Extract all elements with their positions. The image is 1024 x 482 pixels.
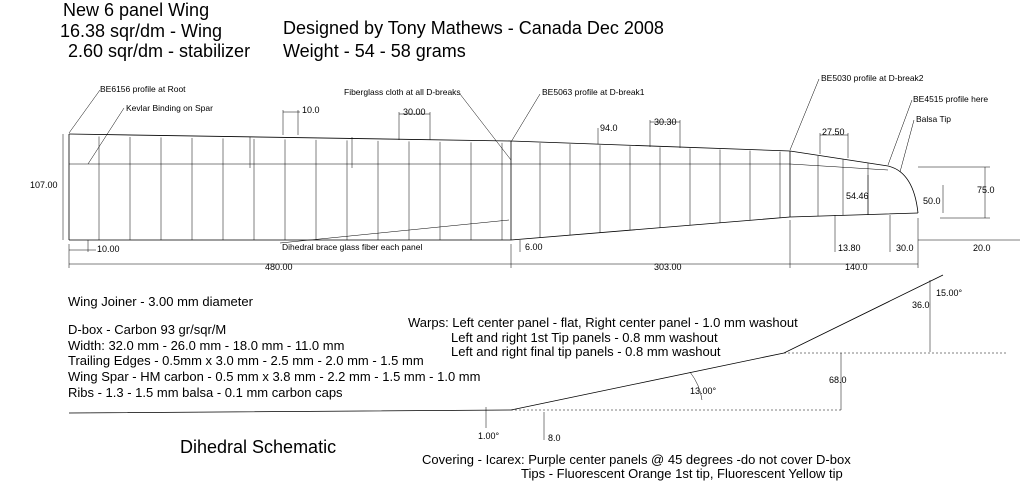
dihedral-rise-mid: 68.0 <box>829 375 847 385</box>
balsa-tip-callout: Balsa Tip <box>916 114 951 124</box>
trailing-edge <box>69 212 919 241</box>
dbreak1-callout: BE5063 profile at D-break1 <box>542 87 645 97</box>
span-303: 303.00 <box>654 262 682 272</box>
dim-20: 20.0 <box>973 243 991 253</box>
tip-profile-callout: BE4515 profile here <box>913 94 989 104</box>
spec-dbox: D-box - Carbon 93 gr/sqr/M <box>68 322 227 337</box>
spec-joiner: Wing Joiner - 3.00 mm diameter <box>68 294 253 309</box>
dihedral-angle-tip: 15.00° <box>936 288 963 298</box>
dim-50: 50.0 <box>923 196 941 206</box>
spec-ribs: Ribs - 1.3 - 1.5 mm balsa - 0.1 mm carbo… <box>68 385 343 400</box>
dim-30-tip: 30.0 <box>896 243 914 253</box>
covering-line2: Tips - Fluorescent Orange 1st tip, Fluor… <box>521 466 843 481</box>
kevlar-callout: Kevlar Binding on Spar <box>126 103 213 113</box>
dim-6: 6.00 <box>525 242 543 252</box>
spec-width: Width: 32.0 mm - 26.0 mm - 18.0 mm - 11.… <box>68 338 345 353</box>
dim-54-46: 54.46 <box>846 191 869 201</box>
dim-10-root: 10.00 <box>97 244 120 254</box>
dim-94: 94.0 <box>600 123 618 133</box>
warps-line2: Left and right 1st Tip panels - 0.8 mm w… <box>451 330 718 345</box>
stabilizer-area: 2.60 sqr/dm - stabilizer <box>68 41 251 61</box>
leading-edge <box>68 133 919 214</box>
designer-credit: Designed by Tony Mathews - Canada Dec 20… <box>283 18 664 38</box>
dihedral-rise-tip: 36.0 <box>912 300 930 310</box>
dihedral-rise-center: 8.0 <box>548 433 561 443</box>
dim-30-3: 30.30 <box>654 117 677 127</box>
dihedral-angle-center: 1.00° <box>478 431 500 441</box>
weight: Weight - 54 - 58 grams <box>283 41 466 61</box>
spec-spar: Wing Spar - HM carbon - 0.5 mm x 3.8 mm … <box>68 369 481 384</box>
fiberglass-callout: Fiberglass cloth at all D-breaks <box>344 87 461 97</box>
dim-13-8: 13.80 <box>838 243 861 253</box>
dim-30: 30.00 <box>403 107 426 117</box>
warps-line3: Left and right final tip panels - 0.8 mm… <box>451 344 721 359</box>
span-140: 140.0 <box>845 262 868 272</box>
dim-10: 10.0 <box>302 105 320 115</box>
spar-line <box>69 163 889 171</box>
dim-root-chord: 107.00 <box>30 180 58 190</box>
dihedral-line <box>68 274 944 414</box>
dihedral-angle-mid: 13.00° <box>690 386 717 396</box>
dbreak2-callout: BE5030 profile at D-break2 <box>821 73 924 83</box>
root-profile-callout: BE6156 profile at Root <box>100 84 186 94</box>
drawing-title: New 6 panel Wing <box>63 0 210 20</box>
dim-27-5: 27.50 <box>822 127 845 137</box>
span-480: 480.00 <box>265 262 293 272</box>
warps-line1: Warps: Left center panel - flat, Right c… <box>408 315 798 330</box>
spec-trailing: Trailing Edges - 0.5mm x 3.0 mm - 2.5 mm… <box>68 353 424 368</box>
dim-75: 75.0 <box>977 185 995 195</box>
covering-line1: Covering - Icarex: Purple center panels … <box>422 452 851 467</box>
dihedral-title: Dihedral Schematic <box>180 437 337 457</box>
dihedral-brace-callout: Dihedral brace glass fiber each panel <box>282 242 423 252</box>
wing-area: 16.38 sqr/dm - Wing <box>60 21 223 41</box>
